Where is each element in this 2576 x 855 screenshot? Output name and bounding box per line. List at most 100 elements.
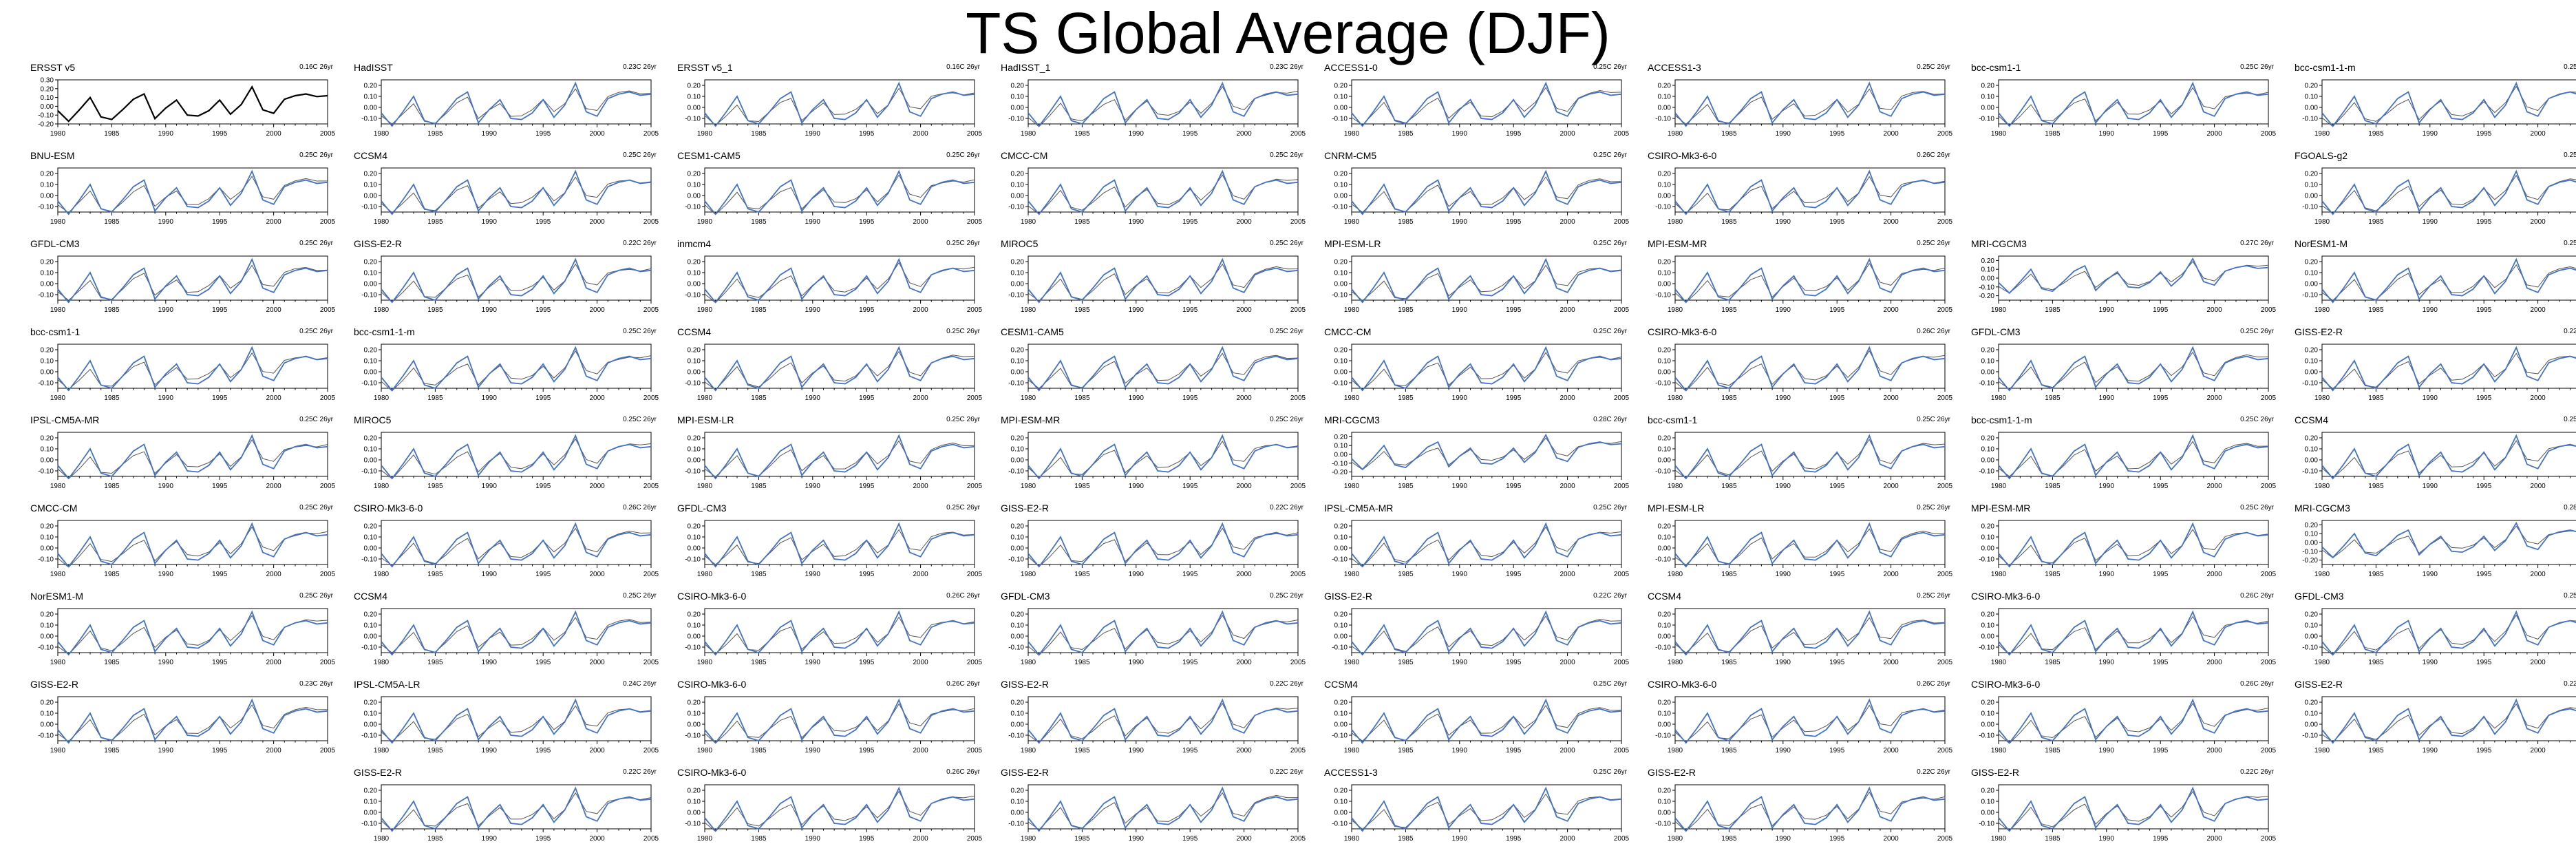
panel-trend-stat: 0.25C 26yr bbox=[1917, 63, 1950, 71]
x-tick-label: 1990 bbox=[1452, 835, 1468, 843]
chart-panel: CSIRO-Mk3-6-0 0.26C 26yr 0.20 0.10 0.00 -0.10… bbox=[354, 501, 659, 585]
observed-series-line bbox=[1028, 434, 1299, 480]
y-tick-label: 0.10 bbox=[1658, 622, 1672, 630]
y-tick-label: -0.10 bbox=[685, 732, 701, 740]
x-tick-label: 1990 bbox=[1776, 747, 1791, 754]
x-tick-label: 1985 bbox=[1721, 571, 1737, 578]
y-tick-label: -0.10 bbox=[2302, 732, 2318, 740]
panel-title: bcc-csm1-1 bbox=[1648, 414, 1698, 425]
x-tick-label: 1980 bbox=[697, 306, 713, 314]
y-tick-label: -0.10 bbox=[1008, 644, 1024, 652]
model-series-line bbox=[1674, 262, 1946, 304]
x-tick-label: 1995 bbox=[2476, 218, 2492, 226]
y-tick-label: 0.10 bbox=[364, 182, 378, 189]
x-tick-label: 1980 bbox=[1991, 659, 2007, 666]
y-tick-label: -0.10 bbox=[2302, 292, 2318, 299]
y-tick-label: -0.10 bbox=[1008, 116, 1024, 123]
x-tick-label: 1990 bbox=[2423, 747, 2438, 754]
panel-title: inmcm4 bbox=[677, 238, 712, 249]
y-tick-label: 0.00 bbox=[41, 369, 54, 377]
y-tick-label: 0.00 bbox=[1981, 810, 1995, 817]
x-tick-label: 1990 bbox=[1776, 483, 1791, 490]
panel-trend-stat: 0.26C 26yr bbox=[946, 592, 980, 600]
y-tick-label: -0.10 bbox=[1008, 292, 1024, 299]
y-tick-label: 0.10 bbox=[1011, 270, 1025, 277]
x-tick-label: 1980 bbox=[1344, 659, 1360, 666]
y-tick-label: 0.00 bbox=[1011, 633, 1025, 641]
x-tick-label: 1990 bbox=[805, 747, 821, 754]
panel-title: MIROC5 bbox=[1001, 238, 1039, 249]
x-tick-label: 1990 bbox=[1776, 218, 1791, 226]
y-tick-label: 0.20 bbox=[364, 788, 378, 795]
panel-trend-stat: 0.25C 26yr bbox=[1593, 151, 1627, 159]
y-tick-label: 0.00 bbox=[1334, 633, 1348, 641]
x-tick-label: 1995 bbox=[1829, 218, 1845, 226]
x-tick-label: 1980 bbox=[374, 747, 390, 754]
x-tick-label: 1980 bbox=[2314, 659, 2330, 666]
panel-title: GISS-E2-R bbox=[30, 679, 79, 690]
chart-panel: NorESM1-M 0.25C 26yr 0.20 0.10 0.00 -0.10 1980… bbox=[2295, 237, 2576, 321]
y-tick-label: 0.10 bbox=[1658, 534, 1672, 542]
y-tick-label: 0.20 bbox=[1981, 523, 1995, 531]
x-tick-label: 2005 bbox=[967, 218, 983, 226]
y-tick-label: 0.10 bbox=[41, 270, 54, 277]
x-tick-label: 1980 bbox=[374, 483, 390, 490]
x-tick-label: 1995 bbox=[2476, 483, 2492, 490]
y-tick-label: 0.20 bbox=[1011, 611, 1025, 619]
y-tick-label: 0.10 bbox=[1981, 446, 1995, 454]
x-tick-label: 1980 bbox=[2314, 394, 2330, 402]
x-tick-label: 2000 bbox=[589, 747, 605, 754]
panel-title: bcc-csm1-1-m bbox=[354, 326, 415, 337]
y-tick-label: 0.10 bbox=[688, 710, 701, 718]
y-tick-label: 0.20 bbox=[688, 611, 701, 619]
observed-series-line bbox=[381, 81, 652, 127]
y-tick-label: 0.20 bbox=[1981, 83, 1995, 90]
plot-frame bbox=[57, 696, 328, 741]
x-tick-label: 1980 bbox=[50, 218, 66, 226]
chart-panel: MPI-ESM-LR 0.25C 26yr 0.20 0.10 0.00 -0.10 198… bbox=[1648, 501, 1953, 585]
x-tick-label: 2005 bbox=[320, 747, 336, 754]
x-tick-label: 1985 bbox=[751, 483, 767, 490]
plot-frame bbox=[1351, 167, 1622, 213]
x-tick-label: 1980 bbox=[697, 659, 713, 666]
y-tick-label: 0.10 bbox=[2305, 94, 2319, 101]
chart-panel: GFDL-CM3 0.25C 26yr 0.20 0.10 0.00 -0.10 1980 1… bbox=[2295, 589, 2576, 673]
x-tick-label: 1980 bbox=[697, 483, 713, 490]
y-tick-label: -0.10 bbox=[1008, 821, 1024, 828]
y-tick-label: 0.10 bbox=[2305, 622, 2319, 630]
y-tick-label: 0.10 bbox=[364, 270, 378, 277]
y-tick-label: 0.20 bbox=[1011, 523, 1025, 531]
y-tick-label: -0.10 bbox=[1332, 556, 1348, 564]
x-tick-label: 2000 bbox=[1883, 394, 1899, 402]
y-tick-label: 0.10 bbox=[41, 534, 54, 542]
y-tick-label: 0.10 bbox=[1658, 358, 1672, 366]
x-tick-label: 1995 bbox=[2153, 394, 2169, 402]
x-tick-label: 2000 bbox=[2206, 394, 2222, 402]
y-tick-label: 0.00 bbox=[688, 105, 701, 112]
panel-title: GISS-E2-R bbox=[1324, 591, 1373, 602]
x-tick-label: 1990 bbox=[482, 835, 498, 843]
x-tick-label: 1980 bbox=[697, 218, 713, 226]
observed-series-line bbox=[704, 522, 975, 568]
x-tick-label: 2000 bbox=[1883, 130, 1899, 138]
x-tick-label: 1985 bbox=[2045, 835, 2061, 843]
x-tick-label: 1980 bbox=[2314, 306, 2330, 314]
observed-series-line bbox=[1674, 522, 1946, 568]
plot-frame bbox=[381, 432, 652, 477]
panel-plot: 0.200.100.00-0.1019801985199019952000200… bbox=[2302, 255, 2576, 314]
plot-frame bbox=[1998, 696, 2269, 741]
x-tick-label: 1980 bbox=[2314, 218, 2330, 226]
y-tick-label: 0.00 bbox=[1011, 545, 1025, 553]
x-tick-label: 1990 bbox=[2099, 394, 2115, 402]
panel-trend-stat: 0.25C 26yr bbox=[1593, 504, 1627, 511]
chart-panel: GISS-E2-R 0.22C 26yr 0.20 0.10 0.00 -0.10 1980… bbox=[1001, 766, 1306, 849]
plot-frame bbox=[57, 432, 328, 477]
x-tick-label: 1985 bbox=[427, 483, 443, 490]
observed-series-line bbox=[57, 522, 328, 568]
panel-trend-stat: 0.22C 26yr bbox=[1270, 504, 1303, 511]
x-tick-label: 2005 bbox=[2261, 659, 2277, 666]
